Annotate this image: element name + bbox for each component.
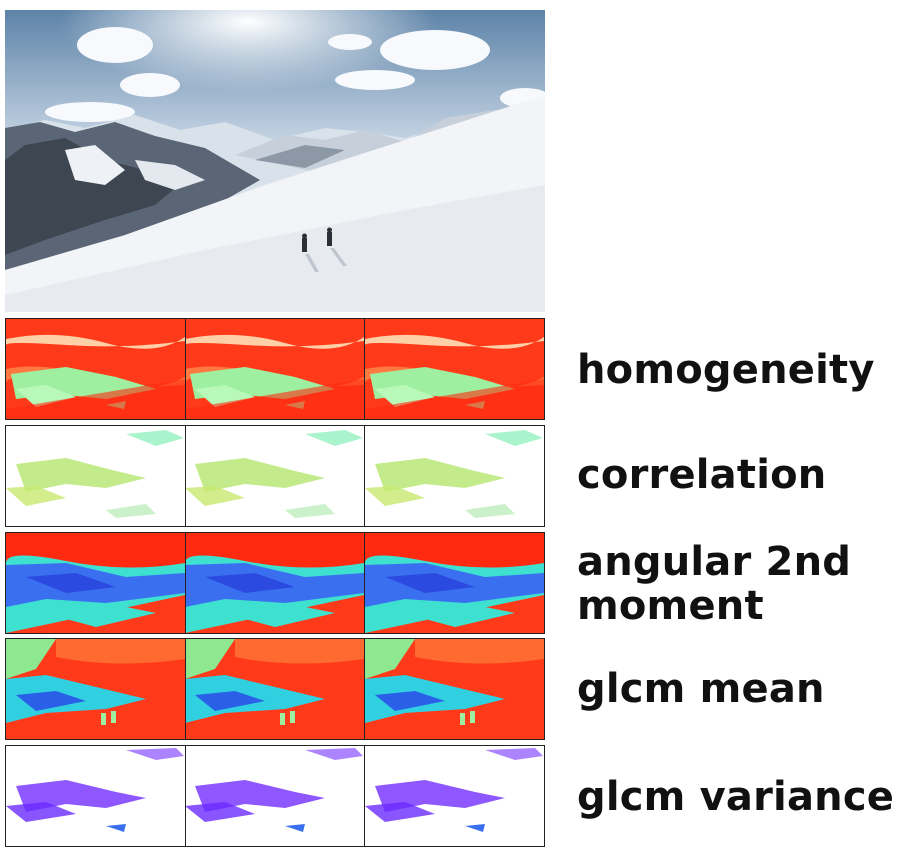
angular-2nd-moment-label: angular 2nd moment bbox=[577, 540, 897, 628]
homogeneity-strip bbox=[5, 318, 545, 420]
glcm-variance-label: glcm variance bbox=[577, 774, 895, 820]
correlation-label: correlation bbox=[577, 452, 827, 498]
angular-2nd-moment-label-line1: angular 2nd bbox=[577, 539, 852, 585]
correlation-strip bbox=[5, 425, 545, 527]
glcm-mean-label: glcm mean bbox=[577, 666, 825, 712]
glcm-mean-strip bbox=[5, 638, 545, 740]
snow-mountain-photo bbox=[5, 10, 545, 312]
glcm-variance-strip bbox=[5, 745, 545, 847]
homogeneity-label: homogeneity bbox=[577, 347, 875, 393]
angular-2nd-moment-label-line2: moment bbox=[577, 583, 764, 629]
angular-2nd-moment-strip bbox=[5, 532, 545, 634]
